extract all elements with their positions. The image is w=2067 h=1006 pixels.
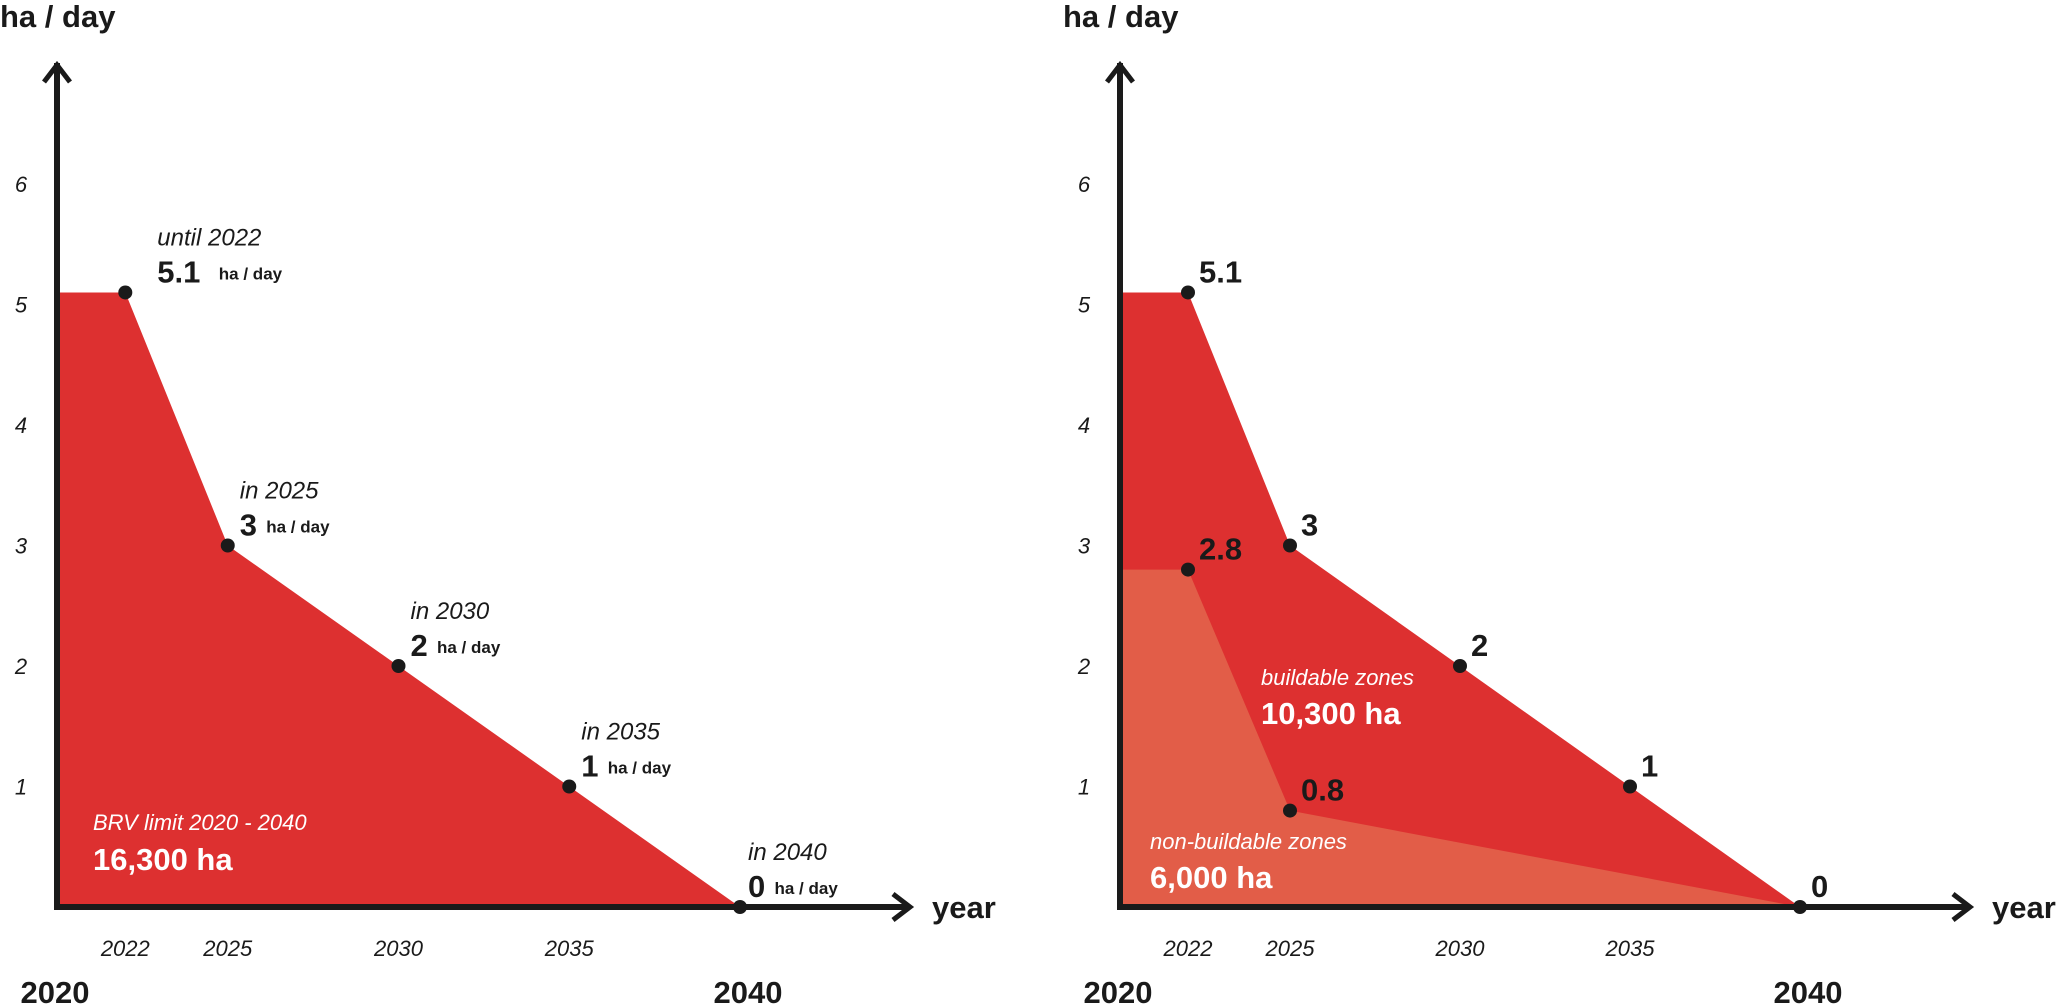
y-tick-label: 5 xyxy=(1078,293,1091,318)
area-value: 16,300 ha xyxy=(93,842,233,877)
annotation-value: 3 xyxy=(240,508,257,543)
data-point xyxy=(1793,900,1807,914)
data-point xyxy=(391,659,406,673)
x-tick-label: 2022 xyxy=(100,936,150,961)
data-point xyxy=(1181,285,1195,300)
y-axis-arrow xyxy=(42,60,72,84)
point-label: 2.8 xyxy=(1199,532,1242,567)
data-point xyxy=(220,538,235,553)
annotation-label: until 2022 xyxy=(157,224,261,251)
x-start-label: 2020 xyxy=(1084,975,1153,1006)
annotation-label: in 2030 xyxy=(411,598,490,625)
y-tick-label: 5 xyxy=(15,293,28,318)
annotation-unit: ha / day xyxy=(775,879,839,898)
x-tick-label: 2035 xyxy=(544,936,595,961)
area-value-buildable: 10,300 ha xyxy=(1261,696,1401,731)
x-end-label: 2040 xyxy=(714,975,783,1006)
area-non-buildable xyxy=(1120,569,1800,907)
x-tick-label: 2035 xyxy=(1605,936,1656,961)
y-axis-title: ha / day xyxy=(1063,0,1179,34)
x-tick-label: 2025 xyxy=(202,936,253,961)
x-axis-arrow xyxy=(1951,892,1975,922)
y-tick-label: 4 xyxy=(1078,413,1090,438)
x-axis-title: year xyxy=(932,890,996,925)
data-point xyxy=(1181,562,1195,577)
annotation-value: 2 xyxy=(411,628,428,663)
area-buildable xyxy=(1120,292,1800,907)
y-tick-label: 3 xyxy=(15,534,28,559)
y-tick-label: 6 xyxy=(1078,172,1091,197)
annotation-unit: ha / day xyxy=(437,638,501,657)
x-tick-label: 2030 xyxy=(1435,936,1486,961)
point-label: 3 xyxy=(1301,508,1318,543)
data-point xyxy=(1623,779,1637,794)
annotation-value: 1 xyxy=(581,749,598,784)
area-title-buildable: buildable zones xyxy=(1261,665,1414,690)
point-label: 0.8 xyxy=(1301,773,1344,808)
annotation-unit: ha / day xyxy=(219,264,283,283)
area-value-non-buildable: 6,000 ha xyxy=(1150,860,1273,895)
point-label: 5.1 xyxy=(1199,254,1242,289)
point-label: 2 xyxy=(1471,628,1488,663)
data-point xyxy=(1453,659,1467,673)
x-axis-title: year xyxy=(1992,890,2056,925)
data-point xyxy=(1283,803,1297,818)
y-axis-title: ha / day xyxy=(0,0,116,34)
x-start-label: 2020 xyxy=(21,975,90,1006)
annotation-label: in 2040 xyxy=(748,839,827,866)
annotation-label: in 2025 xyxy=(240,478,319,505)
y-tick-label: 2 xyxy=(14,654,27,679)
data-point xyxy=(733,900,747,914)
x-tick-label: 2030 xyxy=(373,936,424,961)
point-label: 1 xyxy=(1641,749,1658,784)
y-tick-label: 6 xyxy=(15,172,28,197)
annotation-value: 0 xyxy=(748,869,765,904)
area-title-non-buildable: non-buildable zones xyxy=(1150,829,1347,854)
y-tick-label: 1 xyxy=(1078,775,1090,800)
y-tick-label: 3 xyxy=(1078,534,1091,559)
data-point xyxy=(118,285,133,300)
x-end-label: 2040 xyxy=(1774,975,1843,1006)
y-tick-label: 2 xyxy=(1077,654,1090,679)
x-axis-arrow xyxy=(891,892,915,922)
x-tick-label: 2025 xyxy=(1265,936,1316,961)
y-tick-label: 4 xyxy=(15,413,27,438)
annotation-unit: ha / day xyxy=(266,518,330,537)
annotation-value: 5.1 xyxy=(157,254,200,289)
data-point xyxy=(1283,538,1297,553)
y-tick-label: 1 xyxy=(15,775,27,800)
point-label: 0 xyxy=(1811,869,1828,904)
area-title: BRV limit 2020 - 2040 xyxy=(93,810,307,835)
annotation-unit: ha / day xyxy=(608,759,672,778)
y-axis-arrow xyxy=(1105,60,1135,84)
data-point xyxy=(562,779,577,794)
area-total xyxy=(57,292,740,907)
x-tick-label: 2022 xyxy=(1163,936,1213,961)
annotation-label: in 2035 xyxy=(581,719,660,746)
